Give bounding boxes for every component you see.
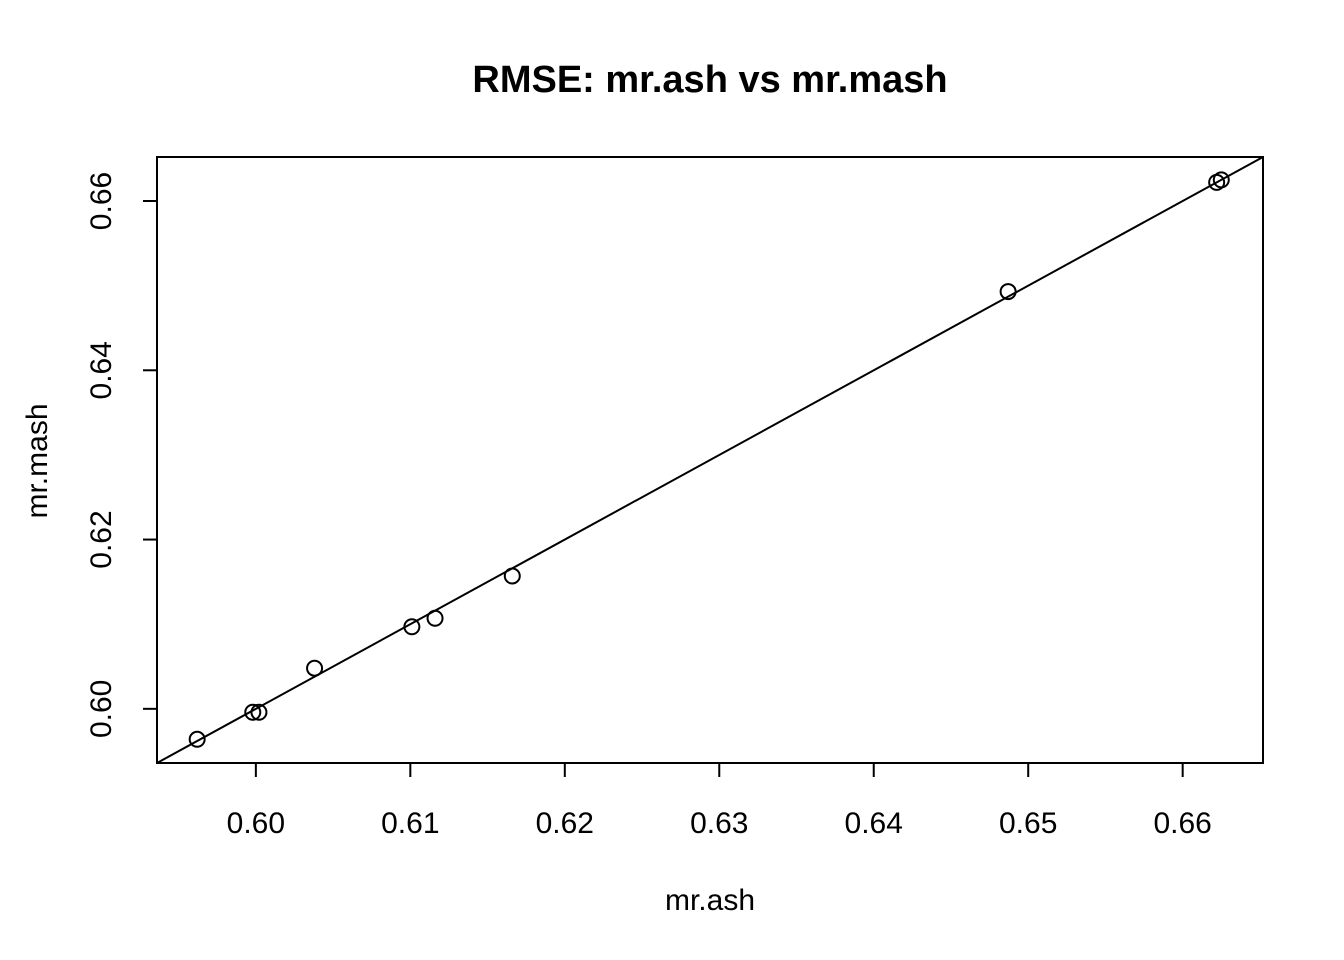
reference-line-layer xyxy=(156,156,1264,764)
x-tick-label: 0.60 xyxy=(227,807,285,840)
reference-line xyxy=(156,156,1264,764)
x-tick-label: 0.62 xyxy=(536,807,594,840)
data-point xyxy=(426,609,444,627)
x-tick-label: 0.65 xyxy=(999,807,1057,840)
y-axis: 0.60 0.62 0.64 0.66 xyxy=(85,172,158,738)
data-point xyxy=(999,283,1017,301)
data-point xyxy=(503,567,521,585)
y-tick-label: 0.60 xyxy=(85,680,118,738)
y-tick-label: 0.66 xyxy=(85,172,118,230)
x-tick-label: 0.66 xyxy=(1153,807,1211,840)
points-layer xyxy=(188,171,1230,748)
x-axis: 0.60 0.61 0.62 0.63 0.64 0.65 0.66 xyxy=(227,762,1212,840)
x-axis-label: mr.ash xyxy=(665,884,755,917)
data-point xyxy=(250,703,268,721)
y-axis-label: mr.mash xyxy=(21,403,54,518)
data-point xyxy=(403,618,421,636)
y-tick-label: 0.62 xyxy=(85,510,118,568)
x-tick-label: 0.61 xyxy=(381,807,439,840)
data-point xyxy=(188,730,206,748)
chart-title: RMSE: mr.ash vs mr.mash xyxy=(472,59,947,101)
data-point xyxy=(244,703,262,721)
data-point xyxy=(306,659,324,677)
data-point xyxy=(1212,171,1230,189)
y-tick-label: 0.64 xyxy=(85,341,118,399)
x-tick-label: 0.63 xyxy=(690,807,748,840)
x-tick-label: 0.64 xyxy=(845,807,903,840)
